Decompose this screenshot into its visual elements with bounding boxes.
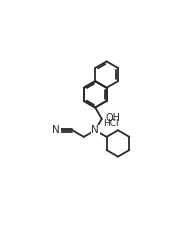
Text: HCl: HCl (103, 120, 119, 128)
Text: N: N (52, 125, 60, 135)
Text: OH: OH (106, 113, 120, 123)
Text: N: N (91, 125, 99, 135)
